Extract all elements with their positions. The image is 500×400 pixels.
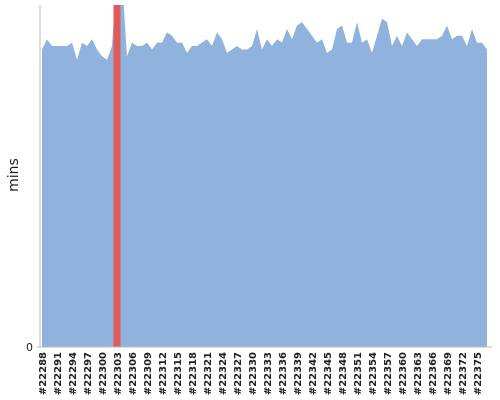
x-tick-label: #22369 [443, 352, 454, 395]
x-tick-label: #22327 [233, 352, 244, 395]
x-tick-label: #22315 [173, 352, 184, 395]
x-tick-label: #22351 [353, 352, 364, 395]
x-tick-label: #22375 [473, 352, 484, 395]
x-tick-label: #22294 [68, 352, 79, 395]
area [42, 5, 487, 347]
x-tick-label: #22300 [98, 352, 109, 395]
x-tick-label: #22363 [413, 352, 424, 395]
x-tick-label: #22309 [143, 352, 154, 395]
y-axis-label: mins [6, 158, 22, 192]
x-tick-label: #22339 [293, 352, 304, 395]
x-tick-label: #22333 [263, 352, 274, 395]
x-tick-label: #22342 [308, 352, 319, 395]
x-tick-label: #22357 [383, 352, 394, 395]
x-tick-label: #22312 [158, 352, 169, 395]
x-tick-label: #22321 [203, 352, 214, 395]
x-tick-label: #22366 [428, 352, 439, 395]
x-tick-label: #22336 [278, 352, 289, 395]
x-tick-label: #22354 [368, 352, 379, 395]
x-tick-label: #22348 [338, 352, 349, 395]
x-tick-label: #22306 [128, 352, 139, 395]
y-tick-label: 0 [26, 341, 33, 354]
x-tick-label: #22360 [398, 352, 409, 395]
x-tick-label: #22330 [248, 352, 259, 395]
x-tick-label: #22297 [83, 352, 94, 395]
x-tick-label: #22291 [53, 352, 64, 395]
x-tick-label: #22288 [38, 352, 49, 395]
x-tick-label: #22324 [218, 352, 229, 395]
x-tick-label: #22318 [188, 352, 199, 395]
bar [113, 5, 121, 347]
x-tick-label: #22303 [113, 352, 124, 395]
plot-area [42, 5, 487, 347]
x-tick-label: #22345 [323, 352, 334, 395]
x-tick-label: #22372 [458, 352, 469, 395]
